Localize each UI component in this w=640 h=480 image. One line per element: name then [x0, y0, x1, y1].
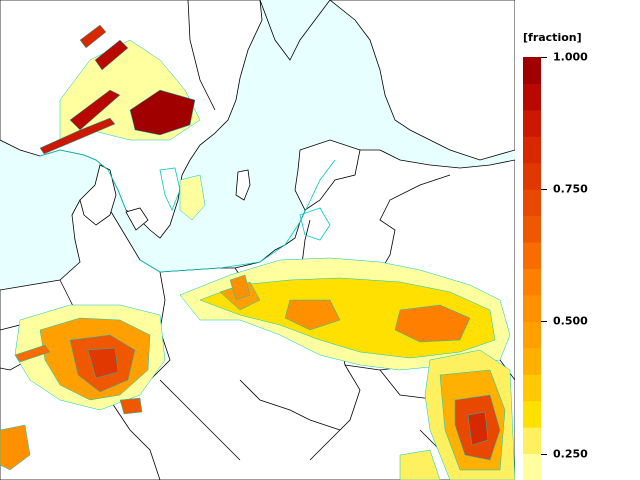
field-sweden-low — [179, 174, 206, 221]
fraction-map — [0, 0, 515, 480]
field-baltic-coast-patch — [229, 274, 251, 301]
colorbar-bin — [523, 321, 541, 349]
colorbar-legend: [fraction] 1.000 0.750 0.500 0.250 — [515, 0, 640, 480]
colorbar-bin — [523, 294, 541, 322]
colorbar-bin — [523, 400, 541, 428]
field-lux-patch — [119, 397, 143, 415]
field-norway-coast-streak — [39, 117, 116, 155]
colorbar-tick — [541, 57, 547, 58]
colorbar-bin — [523, 215, 541, 243]
colorbar-tick-label: 0.750 — [553, 182, 588, 196]
field-poland-east — [394, 304, 471, 343]
colorbar-tick — [541, 189, 547, 191]
colorbar-bin — [523, 189, 541, 217]
coastal-contours — [39, 149, 336, 273]
field-poland-core — [284, 299, 341, 331]
colorbar — [523, 57, 541, 480]
colorbar-bin — [523, 162, 541, 190]
colorbar-bin — [523, 83, 541, 111]
colorbar-tick-label: 0.500 — [553, 314, 588, 328]
field-west-coast-streak — [14, 344, 51, 363]
colorbar-tick — [541, 453, 547, 455]
colorbar-bin — [523, 57, 541, 84]
colorbar-bin — [523, 427, 541, 455]
colorbar-bin — [523, 242, 541, 269]
field-norway-streak-3 — [129, 89, 196, 136]
field-bottom-edge — [399, 449, 441, 480]
colorbar-tick-label: 1.000 — [553, 50, 588, 64]
colorbar-bin — [523, 453, 541, 480]
colorbar-bin — [523, 136, 541, 164]
field-west-core — [87, 347, 119, 379]
field-norway-streak-2 — [94, 39, 129, 71]
colorbar-bin — [523, 268, 541, 296]
colorbar-bin — [523, 374, 541, 402]
colorbar-bin — [523, 347, 541, 375]
field-se-core — [467, 411, 489, 446]
field-norway-streak-1 — [69, 89, 121, 131]
colorbar-bin — [523, 109, 541, 137]
colorbar-tick-label: 0.250 — [553, 447, 588, 461]
colorbar-tick — [541, 321, 547, 323]
field-norway-north — [79, 24, 107, 49]
fraction-field — [0, 24, 515, 480]
field-sw-edge — [0, 424, 31, 471]
legend-unit-label: [fraction] — [523, 31, 582, 44]
